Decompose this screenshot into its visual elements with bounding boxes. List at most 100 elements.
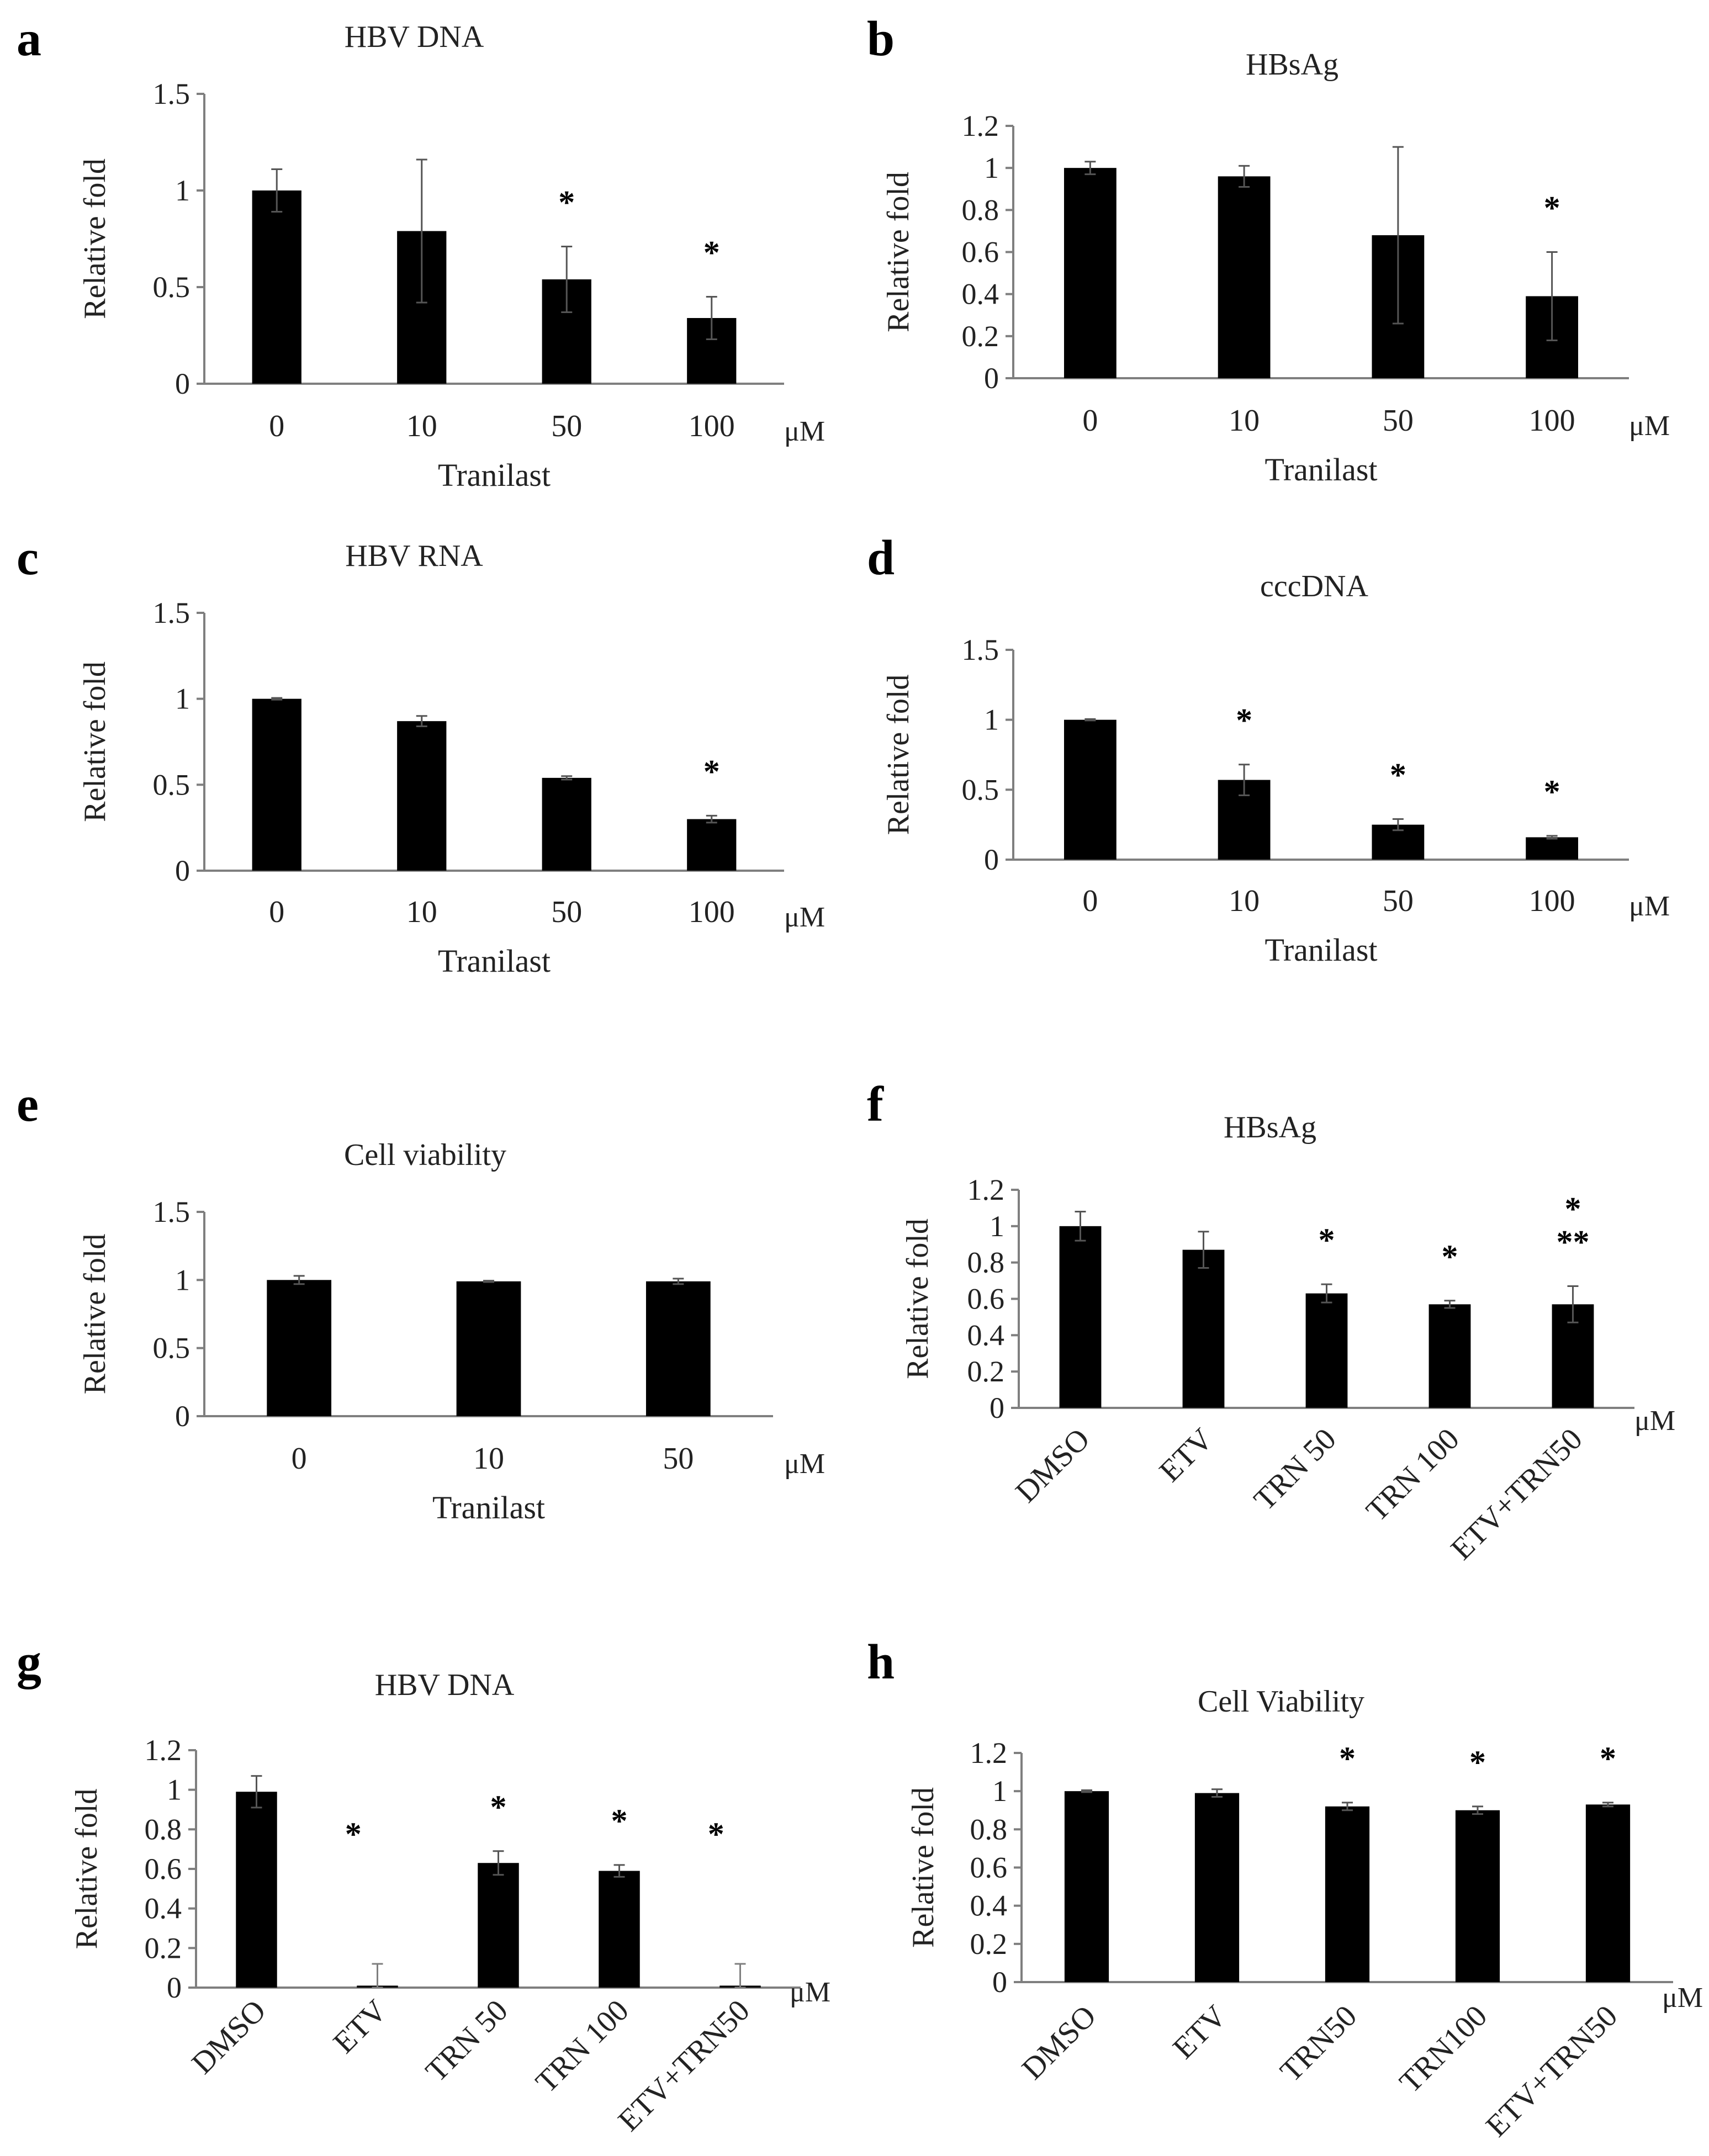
bar (252, 190, 301, 384)
bar (1305, 1293, 1348, 1408)
chart-title: HBV DNA (345, 20, 484, 54)
bar (1064, 1791, 1109, 1982)
chart-title: cccDNA (1260, 569, 1368, 603)
y-tick-label: 0.8 (962, 193, 999, 226)
error-bar (561, 775, 573, 781)
error-bar (1472, 1805, 1483, 1815)
significance-mark: * (1442, 1238, 1458, 1275)
x-category-label: 100 (689, 409, 735, 443)
bar (1526, 837, 1579, 860)
bar (645, 1281, 711, 1416)
significance-mark: * (708, 1816, 724, 1852)
error-bar (1567, 1285, 1579, 1323)
bar (542, 777, 591, 871)
error-bar (613, 1864, 625, 1878)
error-bar (483, 1280, 494, 1283)
x-category-label: 50 (1383, 404, 1414, 438)
bar (599, 1871, 640, 1988)
unit-label: μM (784, 902, 825, 933)
bar (236, 1792, 277, 1988)
significance-mark: ** (1557, 1223, 1590, 1260)
y-tick-label: 1.5 (153, 1195, 191, 1228)
bar (1064, 719, 1117, 860)
y-tick-label: 1 (175, 682, 190, 716)
y-tick-label: 1.5 (153, 77, 191, 110)
bar (397, 721, 447, 871)
x-category-label: 100 (689, 895, 735, 929)
error-bar (1546, 251, 1558, 341)
y-tick-label: 1.2 (145, 1734, 182, 1767)
significance-mark: * (703, 753, 720, 790)
x-category-label: DMSO (1015, 1999, 1103, 2086)
chart-title: Cell Viability (1198, 1684, 1364, 1719)
error-bar (1444, 1300, 1456, 1309)
error-bar (1602, 1802, 1613, 1808)
x-category-label: 0 (1082, 884, 1098, 918)
panel-b: b HBsAg 0 0.2 0.4 0.6 0.8 1 1.2 Relative fold 0 10 5… (867, 12, 1670, 488)
x-axis-label: Tranilast (1264, 932, 1377, 968)
y-axis-label: Relative fold (901, 1219, 935, 1379)
error-bar (734, 1963, 746, 1989)
y-tick-label: 0.5 (153, 1332, 191, 1365)
bar (1194, 1793, 1240, 1982)
error-bar (1075, 1211, 1086, 1242)
y-tick-label: 0 (175, 367, 190, 400)
error-bar (271, 168, 283, 213)
y-tick-label: 0.2 (970, 1927, 1008, 1961)
significance-mark: * (1544, 190, 1560, 226)
x-category-label: ETV (1153, 1422, 1220, 1488)
y-axis-label: Relative fold (906, 1787, 940, 1948)
y-tick-label: 0.2 (967, 1355, 1005, 1388)
x-category-label: ETV (327, 1993, 394, 2060)
error-bar (493, 1850, 504, 1876)
y-tick-label: 0 (175, 1400, 190, 1433)
chart-title: HBsAg (1224, 1110, 1316, 1145)
bar (1064, 168, 1117, 378)
panel-f: f HBsAg 00.20.40.6 0.81 1.2 Relative fold DMSO… (867, 1077, 1675, 1566)
panel-letter: g (17, 1635, 41, 1689)
y-tick-label: 0.6 (970, 1851, 1008, 1884)
y-tick-label: 0 (175, 854, 190, 887)
bar (456, 1281, 521, 1416)
y-tick-label: 0.5 (153, 768, 191, 801)
bar (478, 1863, 519, 1988)
x-category-label: TRN 100 (529, 1993, 635, 2099)
x-category-label: 50 (663, 1442, 694, 1476)
y-tick-label: 1.5 (153, 596, 191, 629)
x-category-label: 10 (473, 1442, 504, 1476)
x-category-label: 50 (551, 895, 582, 929)
panel-a: a HBV DNA 0 0.5 1 1.5 Relative fold 0 10 50 * 100 * μ… (17, 12, 825, 493)
y-tick-label: 1 (175, 174, 190, 207)
y-tick-label: 0.4 (970, 1889, 1008, 1922)
panel-letter: f (867, 1077, 884, 1132)
bar (1059, 1226, 1102, 1408)
y-tick-label: 0.4 (962, 278, 999, 311)
y-tick-label: 0.6 (145, 1852, 182, 1885)
y-axis-label: Relative fold (881, 172, 916, 332)
x-category-label: TRN 50 (1247, 1422, 1343, 1517)
panel-d: d cccDNA 0 0.5 1 1.5 Relative fold 0 10 * 50 * 100 * μ… (867, 531, 1670, 968)
error-bar (706, 814, 717, 824)
error-bar (1392, 818, 1404, 831)
y-tick-label: 1.2 (967, 1173, 1005, 1206)
y-tick-label: 1 (992, 1774, 1007, 1808)
error-bar (1239, 165, 1250, 188)
y-axis-label: Relative fold (78, 661, 112, 822)
x-category-label: 100 (1529, 404, 1575, 438)
x-category-label: TRN100 (1393, 1999, 1494, 2099)
significance-mark: * (490, 1789, 507, 1825)
unit-label: μM (1629, 410, 1670, 442)
panel-letter: b (867, 12, 895, 66)
significance-mark: * (1339, 1740, 1356, 1777)
significance-mark: * (1469, 1744, 1486, 1781)
x-category-label: 10 (406, 409, 437, 443)
error-bar (271, 697, 283, 701)
y-tick-label: 1.5 (962, 633, 999, 666)
significance-mark: * (1319, 1222, 1335, 1258)
unit-label: μM (1629, 891, 1670, 922)
y-tick-label: 0.5 (153, 271, 191, 304)
chart-title: HBV DNA (375, 1668, 515, 1702)
y-tick-label: 0.4 (967, 1318, 1005, 1352)
error-bar (1211, 1788, 1223, 1798)
